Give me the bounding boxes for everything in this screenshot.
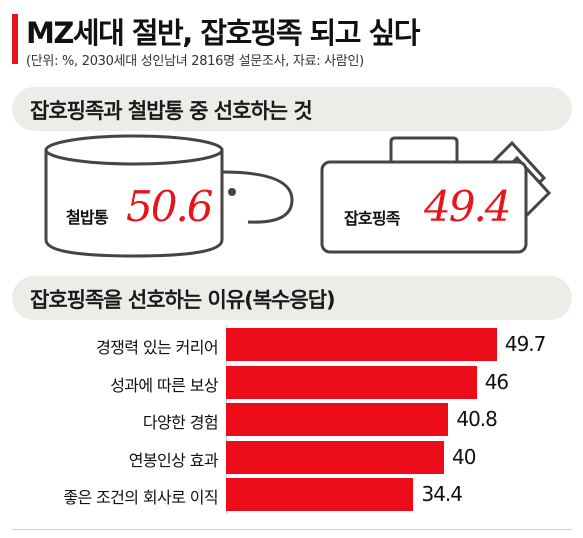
page-title: MZ세대 절반, 잡호핑족 되고 싶다 [26, 16, 420, 50]
bar-category-label: 성과에 따른 보상 [110, 375, 218, 395]
comparison-illustration [44, 134, 552, 258]
bar-mark [226, 440, 444, 474]
preference-value-job-hopper: 49.4 [424, 182, 512, 231]
bar-value-label: 34.4 [421, 482, 463, 506]
bar-mark [226, 403, 449, 436]
bar-mark [226, 478, 414, 511]
bar-category-label: 경쟁력 있는 커리어 [96, 338, 219, 357]
preference-label-job-hopper: 잡호핑족 [344, 209, 400, 228]
bar-value-label: 46 [484, 369, 509, 394]
section-heading-band-reasons [12, 276, 572, 320]
rice-bowl-icon [44, 134, 294, 258]
preference-value-stable-job: 50.6 [126, 182, 214, 231]
bar-mark [226, 328, 497, 361]
page-subtitle: (단위: %, 2030세대 성인남녀 2816명 설문조사, 자료: 사람인) [26, 54, 364, 69]
briefcase-icon [320, 136, 552, 254]
bar-value-label: 40 [452, 444, 476, 469]
bottom-divider [12, 529, 572, 530]
section-heading-reasons: 잡호핑족을 선호하는 이유(복수응답) [30, 288, 336, 312]
bar-value-label: 40.8 [456, 407, 498, 431]
bar-category-label: 연봉인상 효과 [128, 450, 219, 470]
bar-category-label: 다양한 경험 [142, 413, 219, 432]
bar-value-label: 49.7 [504, 332, 547, 356]
section-heading-band-preference [12, 87, 572, 131]
section-heading-preference: 잡호핑족과 철밥통 중 선호하는 것 [30, 99, 313, 123]
bar-category-label: 좋은 조건의 회사로 이직 [63, 488, 218, 507]
bar-mark [226, 365, 477, 399]
preference-label-stable-job: 철밥통 [66, 208, 109, 227]
title-accent-bar [12, 14, 18, 64]
